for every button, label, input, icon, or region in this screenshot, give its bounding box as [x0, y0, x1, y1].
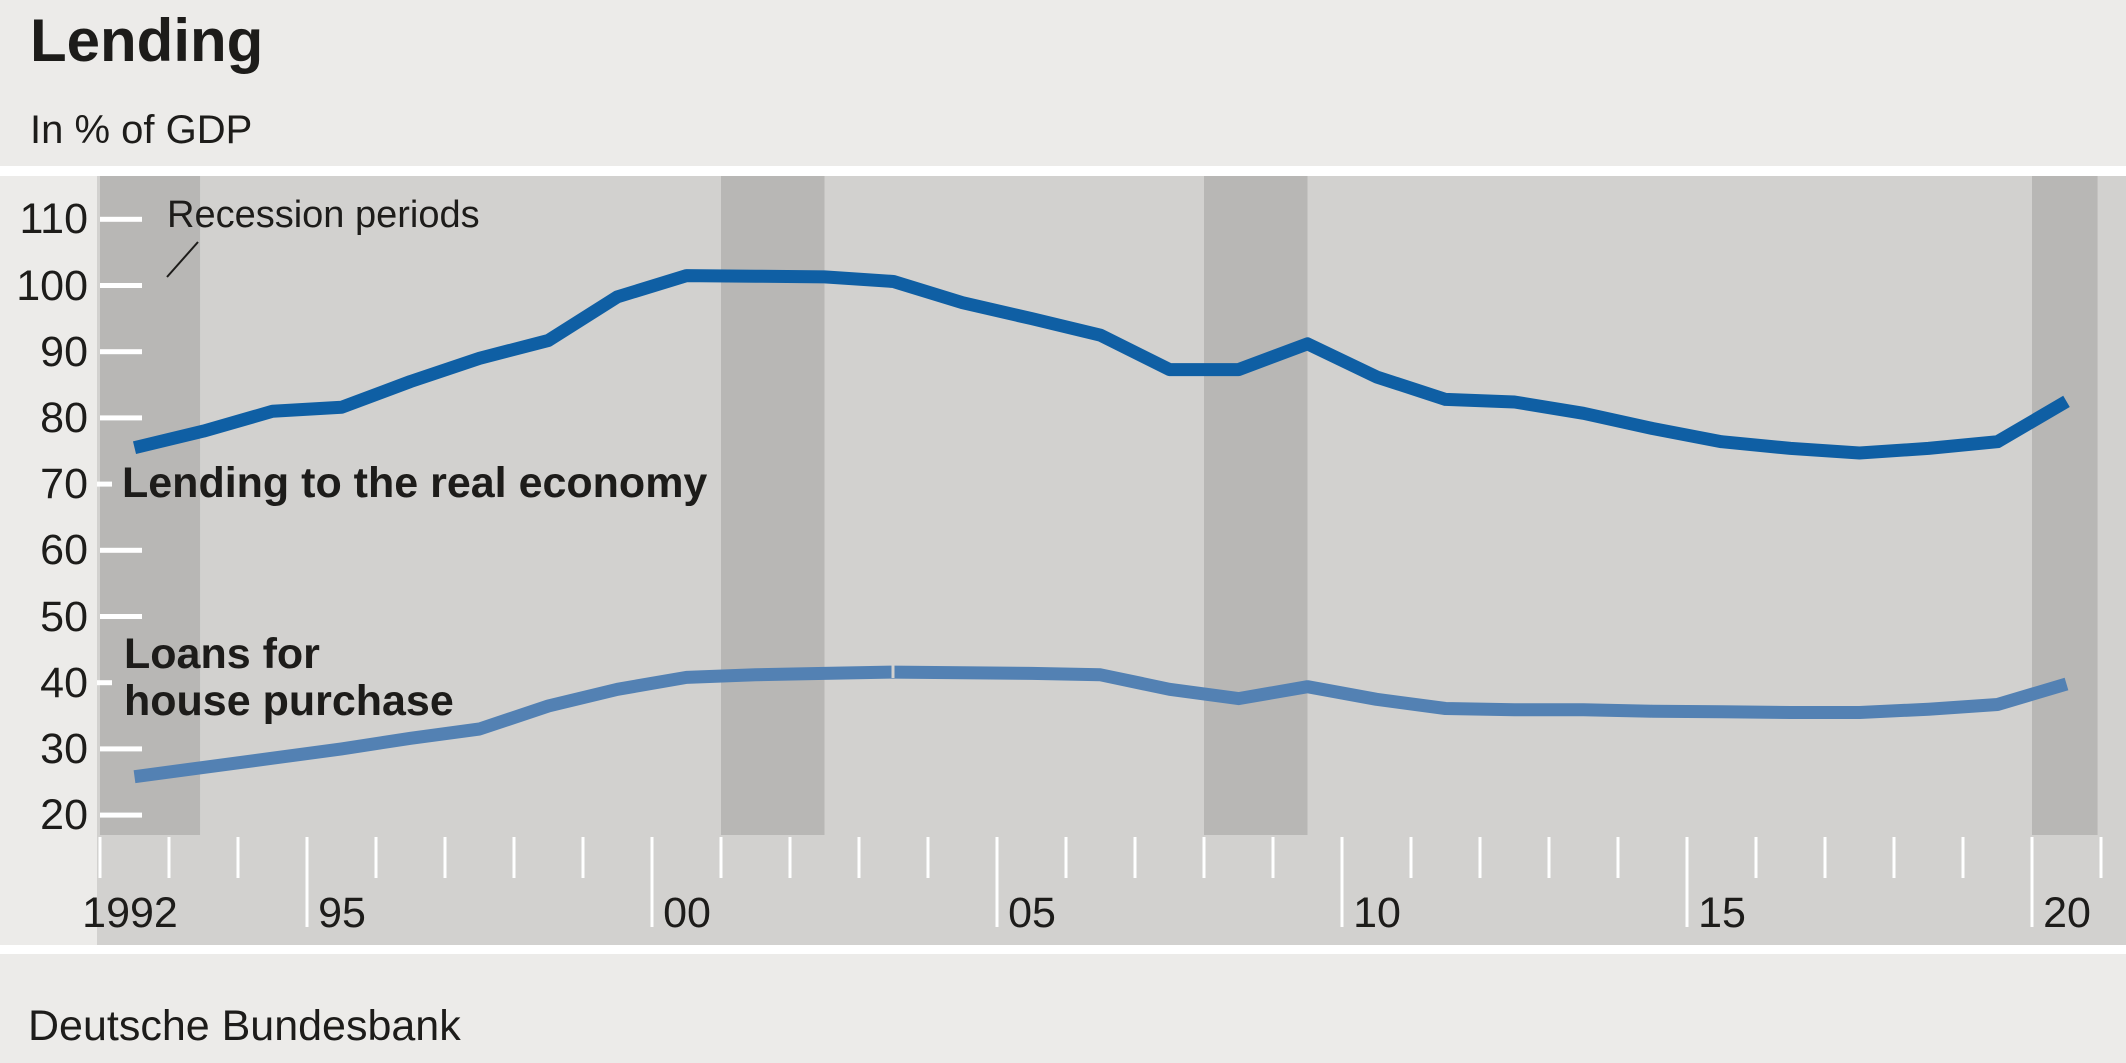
- recession-bands-group: [100, 176, 2098, 835]
- x-tick: [374, 837, 378, 878]
- recession-periods-label: Recession periods: [167, 194, 480, 236]
- y-tick: [100, 415, 142, 421]
- x-tick: [167, 837, 171, 878]
- y-axis-label-110: 110: [19, 195, 88, 243]
- x-major-tick: [305, 837, 309, 927]
- x-axis-label-95: 95: [318, 889, 366, 937]
- x-tick: [236, 837, 240, 878]
- y-axis-label-50: 50: [40, 593, 88, 641]
- series-label-real-economy: Lending to the real economy: [122, 459, 708, 507]
- x-axis-label-20: 20: [2043, 889, 2091, 937]
- x-tick: [1064, 837, 1068, 878]
- x-tick: [857, 837, 861, 878]
- x-major-tick: [1340, 837, 1344, 927]
- chart-header: Lending In % of GDP: [0, 0, 2126, 166]
- chart-canvas: [97, 176, 2103, 927]
- x-tick: [1202, 837, 1206, 878]
- x-tick: [1478, 837, 1482, 878]
- page-title: Lending: [30, 7, 264, 74]
- x-tick: [1133, 837, 1137, 878]
- x-tick: [1409, 837, 1413, 878]
- x-axis-label-15: 15: [1698, 889, 1746, 937]
- y-tick: [100, 547, 142, 553]
- y-tick: [100, 283, 142, 288]
- chart-footer: Deutsche Bundesbank: [0, 954, 2126, 1063]
- recession-leader-line: [166, 241, 199, 278]
- x-tick: [1547, 837, 1551, 878]
- x-tick: [926, 837, 930, 878]
- y-tick: [100, 746, 142, 752]
- x-axis-ticks-group: [98, 837, 2103, 927]
- source-attribution: Deutsche Bundesbank: [28, 1002, 461, 1050]
- x-tick: [581, 837, 585, 878]
- x-major-tick: [995, 837, 999, 927]
- x-tick: [1271, 837, 1275, 878]
- x-tick: [1892, 837, 1896, 878]
- y-axis-label-90: 90: [40, 328, 88, 376]
- x-tick: [1961, 837, 1965, 878]
- y-axis-label-30: 30: [40, 725, 88, 773]
- y-tick: [97, 680, 112, 686]
- y-axis-label-40: 40: [40, 659, 88, 707]
- x-tick: [1823, 837, 1827, 878]
- y-axis-label-60: 60: [40, 526, 88, 574]
- x-major-tick: [650, 837, 654, 927]
- x-axis-label-1992: 1992: [82, 889, 178, 937]
- y-axis-label-100: 100: [16, 262, 88, 310]
- y-tick: [100, 614, 142, 619]
- x-tick: [98, 837, 102, 878]
- y-axis-ticks-group: [97, 216, 142, 818]
- x-tick: [512, 837, 516, 878]
- recession-band: [2032, 176, 2098, 835]
- series-line-real-economy: [132, 269, 2070, 460]
- y-axis-label-80: 80: [40, 394, 88, 442]
- y-tick: [100, 812, 142, 818]
- x-major-tick: [1685, 837, 1689, 927]
- y-tick: [100, 216, 142, 222]
- y-axis-label-20: 20: [40, 791, 88, 839]
- x-tick: [443, 837, 447, 878]
- x-axis-label-10: 10: [1353, 889, 1401, 937]
- plot-background: [97, 176, 2126, 945]
- y-tick: [100, 349, 142, 355]
- y-tick: [97, 481, 112, 487]
- x-axis-label-05: 05: [1008, 889, 1056, 937]
- x-major-tick: [2030, 837, 2034, 927]
- series-line-house-purchase: [133, 665, 2069, 784]
- x-tick: [2099, 837, 2103, 878]
- chart-unit-subtitle: In % of GDP: [30, 108, 253, 152]
- x-tick: [1754, 837, 1758, 878]
- x-axis-label-00: 00: [663, 889, 711, 937]
- x-tick: [1616, 837, 1620, 878]
- recession-band: [1204, 176, 1308, 835]
- recession-band: [721, 176, 825, 835]
- series-label-house-purchase: Loans for house purchase: [124, 630, 454, 725]
- x-tick: [719, 837, 723, 878]
- line-break-notch: [891, 663, 895, 678]
- x-tick: [788, 837, 792, 878]
- chart-area: 110 100 90 80 70 60 50 40 30 20 1992 95 …: [0, 176, 2126, 945]
- y-axis-label-70: 70: [40, 460, 88, 508]
